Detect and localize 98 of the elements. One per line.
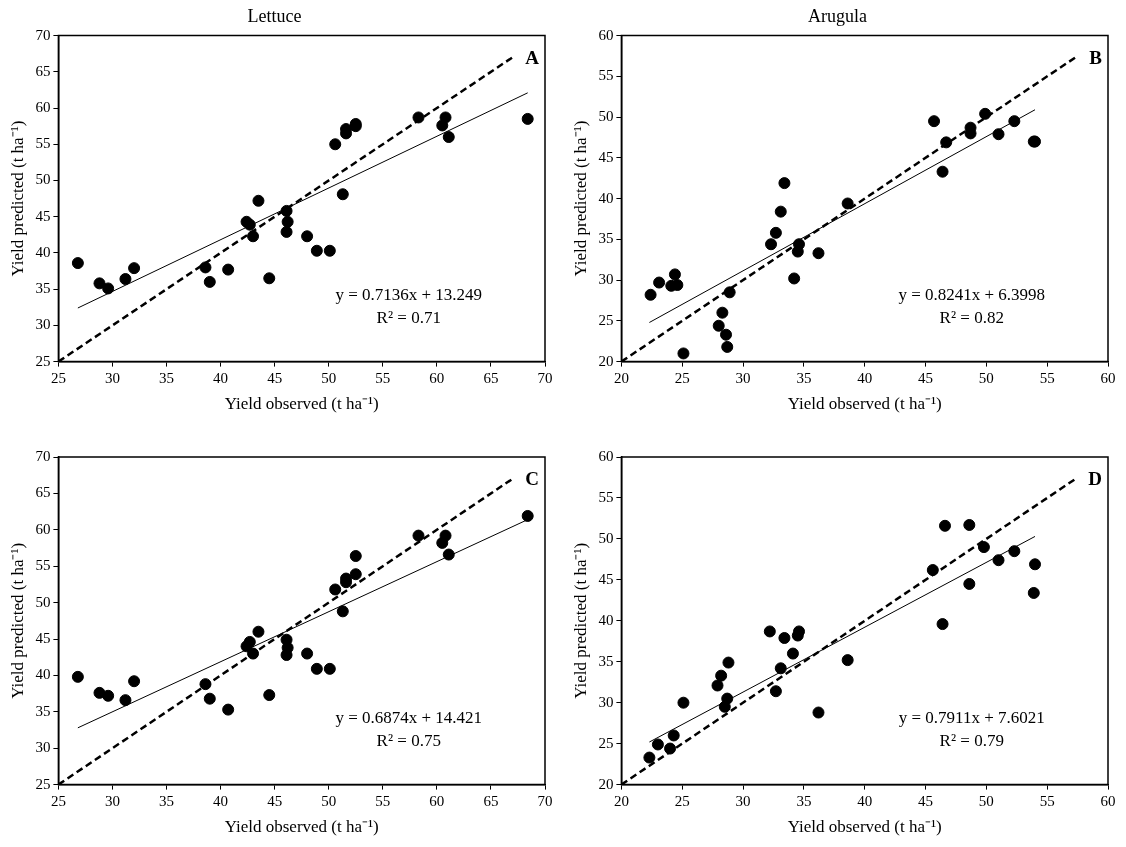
x-tick-label: 50 xyxy=(978,369,994,386)
y-tick-label: 55 xyxy=(598,488,614,505)
y-tick-label: 55 xyxy=(598,67,614,84)
x-tick-label: 65 xyxy=(483,792,499,809)
y-tick-label: 20 xyxy=(598,352,614,369)
y-tick-label: 70 xyxy=(35,26,51,43)
x-tick-label: 25 xyxy=(50,792,66,809)
y-tick-label: 50 xyxy=(35,593,51,610)
y-tick-label: 40 xyxy=(598,189,614,206)
y-tick-label: 50 xyxy=(35,171,51,188)
y-tick-label: 65 xyxy=(35,62,51,79)
y-tick-label: 50 xyxy=(598,529,614,546)
y-tick-label: 55 xyxy=(35,135,51,152)
y-tick-label: 50 xyxy=(598,108,614,125)
x-tick-label: 55 xyxy=(1039,792,1055,809)
chart-title: Lettuce xyxy=(247,5,302,26)
y-tick-label: 40 xyxy=(598,611,614,628)
y-axis-title: Yield predicted (t ha⁻¹) xyxy=(570,542,590,699)
y-tick-label: 60 xyxy=(35,520,51,537)
annotation: R² = 0.75 xyxy=(376,730,441,750)
y-tick-label: 55 xyxy=(35,557,51,574)
y-tick-label: 20 xyxy=(598,775,614,792)
x-tick-label: 50 xyxy=(321,792,337,809)
y-tick-label: 25 xyxy=(35,775,51,792)
x-tick-label: 20 xyxy=(613,369,629,386)
y-tick-label: 60 xyxy=(598,447,614,464)
annotation: R² = 0.79 xyxy=(939,730,1004,750)
x-tick-label: 30 xyxy=(104,792,120,809)
annotation: y = 0.7911x + 7.6021 xyxy=(898,707,1045,727)
y-tick-label: 30 xyxy=(598,693,614,710)
x-axis-title: Yield observed (t ha⁻¹) xyxy=(224,817,379,837)
annotation: R² = 0.82 xyxy=(939,307,1004,327)
y-tick-label: 60 xyxy=(35,98,51,115)
x-tick-label: 30 xyxy=(104,369,120,386)
y-tick-label: 40 xyxy=(35,666,51,683)
x-axis-title: Yield observed (t ha⁻¹) xyxy=(787,394,942,414)
x-tick-label: 25 xyxy=(50,369,66,386)
x-tick-label: 40 xyxy=(213,792,229,809)
x-tick-label: 30 xyxy=(735,369,751,386)
y-tick-label: 45 xyxy=(598,570,614,587)
y-tick-label: 45 xyxy=(35,629,51,646)
x-tick-label: 60 xyxy=(429,792,445,809)
x-tick-label: 65 xyxy=(483,369,499,386)
annotation: A xyxy=(525,47,540,69)
y-tick-label: 35 xyxy=(598,230,614,247)
x-tick-label: 70 xyxy=(537,369,553,386)
y-axis-title: Yield predicted (t ha⁻¹) xyxy=(570,120,590,277)
annotation: y = 0.7136x + 13.249 xyxy=(335,284,483,304)
x-tick-label: 55 xyxy=(375,369,391,386)
annotation: B xyxy=(1089,47,1103,69)
x-tick-label: 35 xyxy=(159,792,175,809)
x-tick-label: 40 xyxy=(857,792,873,809)
x-tick-label: 55 xyxy=(375,792,391,809)
x-tick-label: 40 xyxy=(857,369,873,386)
y-tick-label: 35 xyxy=(35,702,51,719)
annotation: C xyxy=(525,468,539,490)
x-tick-label: 45 xyxy=(267,792,283,809)
y-tick-label: 65 xyxy=(35,484,51,501)
y-tick-label: 30 xyxy=(35,316,51,333)
x-tick-label: 25 xyxy=(674,792,690,809)
x-tick-label: 35 xyxy=(796,792,812,809)
x-tick-label: 45 xyxy=(918,369,934,386)
x-axis-title: Yield observed (t ha⁻¹) xyxy=(224,394,379,414)
y-tick-label: 70 xyxy=(35,447,51,464)
y-tick-label: 25 xyxy=(598,734,614,751)
x-tick-label: 60 xyxy=(1100,792,1116,809)
y-tick-label: 40 xyxy=(35,243,51,260)
x-tick-label: 35 xyxy=(796,369,812,386)
x-tick-label: 55 xyxy=(1039,369,1055,386)
annotation: D xyxy=(1088,468,1102,490)
y-tick-label: 35 xyxy=(598,652,614,669)
x-tick-label: 30 xyxy=(735,792,751,809)
x-tick-label: 50 xyxy=(321,369,337,386)
x-axis-title: Yield observed (t ha⁻¹) xyxy=(787,817,942,837)
x-tick-label: 45 xyxy=(918,792,934,809)
y-tick-label: 30 xyxy=(598,271,614,288)
x-tick-label: 60 xyxy=(1100,369,1116,386)
annotation: y = 0.6874x + 14.421 xyxy=(335,707,483,727)
y-tick-label: 45 xyxy=(598,148,614,165)
x-tick-label: 20 xyxy=(613,792,629,809)
chart-title: Arugula xyxy=(808,5,867,26)
annotation: R² = 0.71 xyxy=(376,307,441,327)
x-tick-label: 60 xyxy=(429,369,445,386)
x-tick-label: 45 xyxy=(267,369,283,386)
y-tick-label: 45 xyxy=(35,207,51,224)
y-tick-label: 25 xyxy=(35,352,51,369)
annotation: y = 0.8241x + 6.3998 xyxy=(898,284,1046,304)
x-tick-label: 25 xyxy=(674,369,690,386)
y-axis-title: Yield predicted (t ha⁻¹) xyxy=(7,542,27,699)
y-tick-label: 35 xyxy=(35,280,51,297)
x-tick-label: 35 xyxy=(159,369,175,386)
y-tick-label: 60 xyxy=(598,26,614,43)
x-tick-label: 70 xyxy=(537,792,553,809)
x-tick-label: 50 xyxy=(978,792,994,809)
x-tick-label: 40 xyxy=(213,369,229,386)
y-tick-label: 25 xyxy=(598,311,614,328)
y-tick-label: 30 xyxy=(35,739,51,756)
y-axis-title: Yield predicted (t ha⁻¹) xyxy=(7,120,27,277)
